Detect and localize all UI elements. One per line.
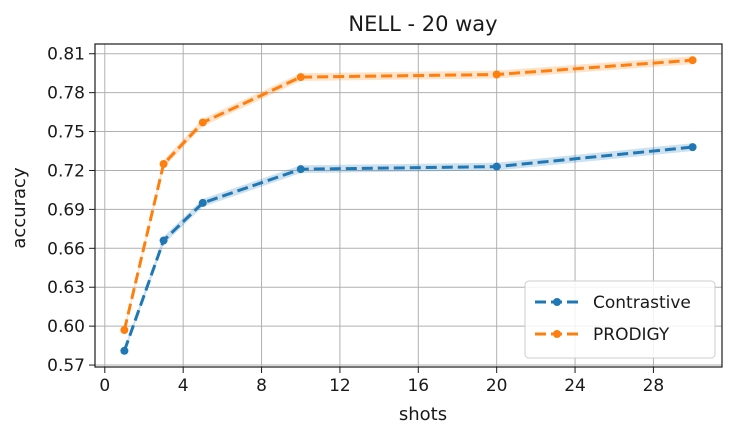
- legend: Contrastive PRODIGY: [524, 280, 716, 359]
- y-tick-label: 0.69: [47, 200, 85, 220]
- data-point: [492, 70, 501, 79]
- y-tick-label: 0.63: [47, 278, 85, 298]
- x-tick-label: 20: [486, 376, 508, 396]
- legend-label: Contrastive: [593, 293, 691, 313]
- y-tick-label: 0.57: [47, 356, 85, 376]
- data-point: [688, 56, 697, 65]
- y-tick-label: 0.81: [47, 45, 85, 65]
- data-point: [296, 165, 305, 174]
- y-tick-label: 0.66: [47, 239, 85, 259]
- legend-marker: [553, 330, 561, 338]
- x-tick-label: 16: [407, 376, 429, 396]
- x-tick-label: 24: [564, 376, 586, 396]
- series-points: [120, 56, 697, 355]
- data-point: [120, 326, 129, 335]
- plot-frame: [94, 43, 723, 368]
- series-line: [122, 58, 693, 331]
- data-point: [492, 162, 501, 171]
- x-tick-label: 4: [178, 376, 189, 396]
- y-axis-ticks: 0.57 0.60 0.63 0.66 0.69 0.72 0.75 0.78 0.81: [47, 45, 95, 376]
- data-point: [688, 143, 697, 152]
- x-tick-label: 0: [99, 376, 110, 396]
- data-point: [120, 346, 129, 355]
- y-axis-label: accuracy: [9, 167, 30, 249]
- data-point: [198, 198, 207, 207]
- x-tick-label: 12: [329, 376, 351, 396]
- x-axis-ticks: 0 4 8 12 16 20 24 28: [99, 367, 664, 396]
- chart-title: NELL - 20 way: [348, 12, 497, 36]
- x-axis-label: shots: [399, 404, 447, 425]
- x-tick-label: 8: [256, 376, 267, 396]
- legend-label: PRODIGY: [593, 325, 670, 345]
- data-point: [296, 73, 305, 82]
- y-tick-label: 0.78: [47, 84, 85, 104]
- data-point: [198, 118, 207, 127]
- x-tick-label: 28: [643, 376, 665, 396]
- series-lines: [122, 58, 693, 352]
- series-line: [122, 145, 693, 352]
- legend-box: [524, 280, 716, 359]
- data-point: [159, 159, 168, 168]
- y-tick-label: 0.60: [47, 317, 85, 337]
- y-tick-label: 0.72: [47, 161, 85, 181]
- data-point: [159, 236, 168, 245]
- legend-marker: [553, 298, 561, 306]
- y-tick-label: 0.75: [47, 123, 85, 143]
